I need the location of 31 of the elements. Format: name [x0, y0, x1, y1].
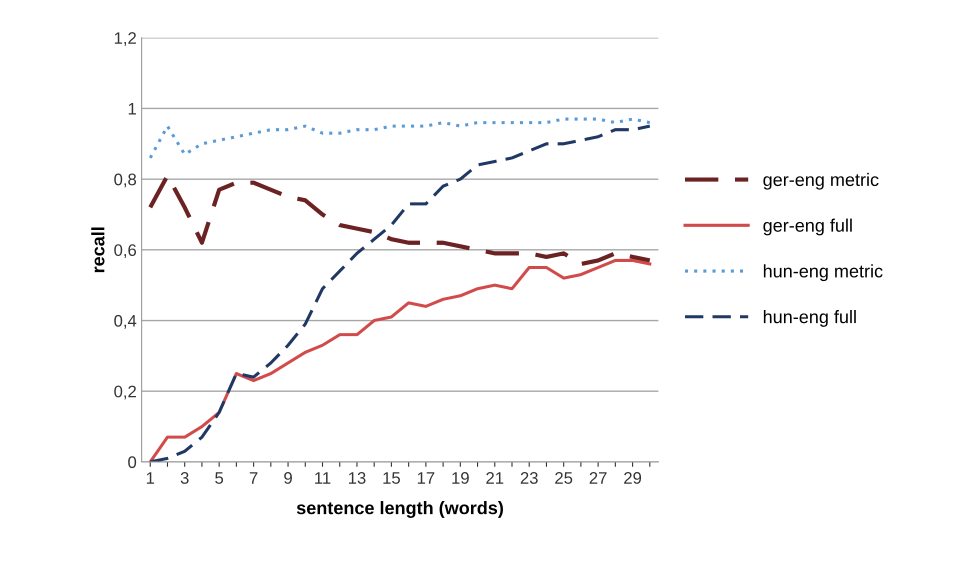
legend-label: hun-eng metric	[764, 264, 883, 282]
x-tick-label: 7	[250, 472, 258, 484]
line-series	[148, 258, 652, 462]
y-tick-label: 0,2	[114, 386, 136, 400]
x-tick-label: 13	[348, 472, 366, 484]
x-tick-label: 29	[624, 472, 642, 484]
legend-label: ger-eng full	[763, 218, 852, 236]
x-tick-label: 5	[215, 472, 224, 484]
x-tick-label: 23	[520, 472, 538, 484]
legend-label: hun-eng full	[764, 310, 856, 327]
x-axis-title: sentence length (words)	[296, 501, 503, 518]
x-tick-label: 3	[180, 472, 189, 484]
x-tick-label: 17	[418, 472, 434, 484]
x-tick-label: 9	[284, 472, 292, 484]
y-tick-label: 0	[128, 456, 136, 468]
x-tick-label: 25	[555, 472, 572, 484]
x-tick-label: 15	[383, 472, 400, 484]
y-tick-label: 1,2	[114, 32, 136, 46]
line-series	[148, 118, 652, 160]
x-tick-label: 11	[315, 472, 330, 484]
line-series	[148, 124, 652, 462]
legend-label: ger-eng metric	[763, 172, 879, 190]
y-tick-label: 1	[128, 103, 136, 114]
y-tick-label: 0,8	[114, 174, 136, 188]
y-axis-title: recall	[91, 228, 104, 272]
x-tick-label: 27	[590, 472, 607, 484]
x-tick-label: 1	[146, 472, 154, 484]
x-tick-label: 19	[452, 472, 469, 484]
y-tick-label: 0,4	[114, 314, 136, 329]
y-tick-label: 0,6	[114, 244, 136, 258]
x-tick-label: 21	[486, 472, 504, 484]
